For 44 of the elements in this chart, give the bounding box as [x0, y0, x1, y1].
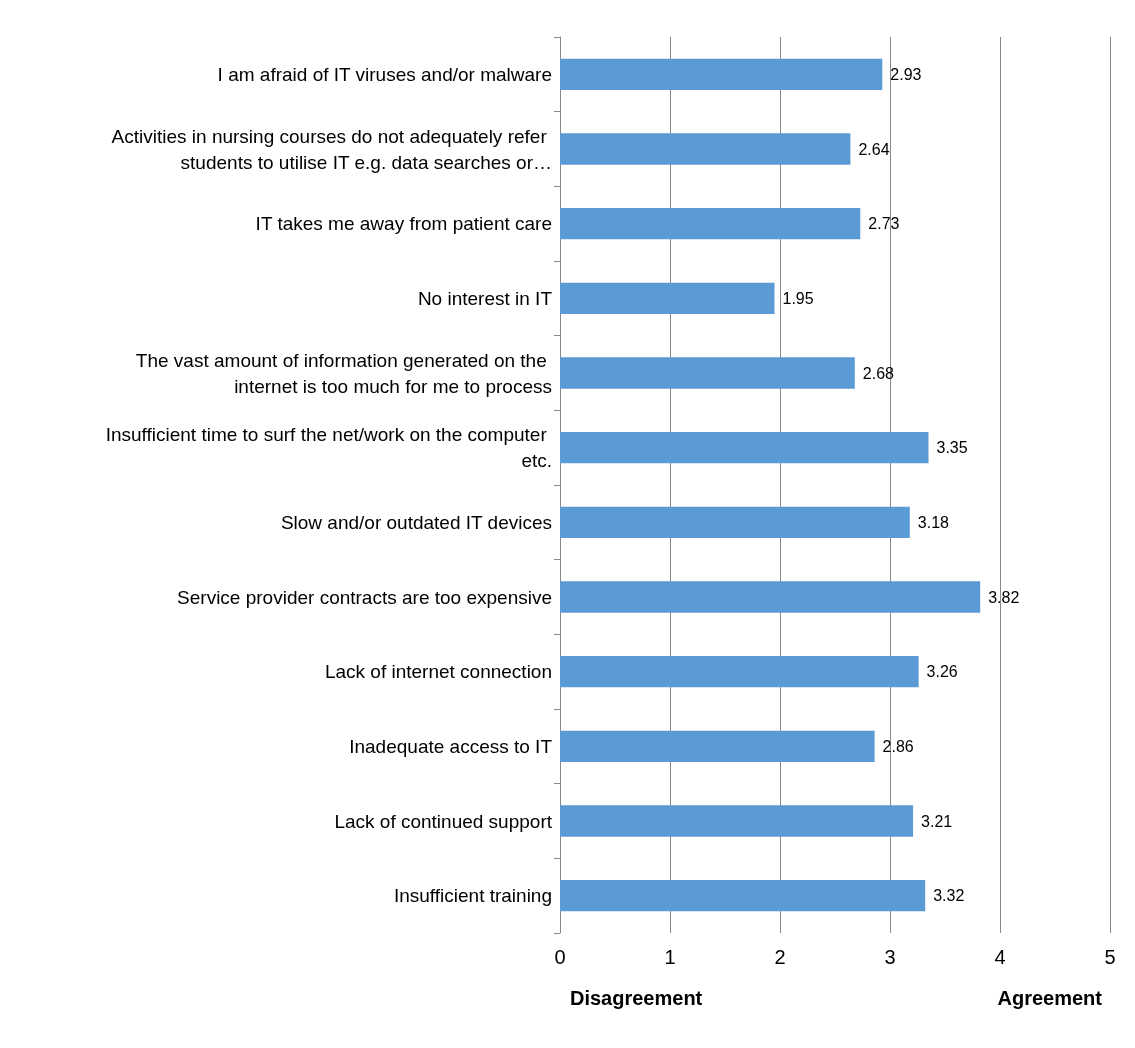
- x-tick-label: 3: [884, 946, 896, 968]
- y-tick-label: I am afraid of IT viruses and/or malware: [217, 63, 552, 85]
- y-tick-label: Service provider contracts are too expensive: [177, 586, 552, 608]
- y-tick-label: Activities in nursing courses do not adequately refer students to utilise IT e.g. data searches or…: [111, 125, 552, 173]
- bar: [560, 655, 919, 688]
- data-label: 3.35: [936, 439, 968, 457]
- x-tick-label: 4: [994, 946, 1006, 968]
- bar: [560, 133, 851, 165]
- y-tick-label: IT takes me away from patient care: [255, 213, 552, 235]
- data-label: 3.82: [988, 588, 1020, 606]
- bar: [560, 357, 855, 389]
- data-label: 2.68: [862, 364, 895, 382]
- x-tick-label: 1: [664, 946, 676, 968]
- data-label: 3.32: [933, 887, 965, 905]
- bar: [560, 207, 861, 240]
- bar: [560, 879, 926, 912]
- bar: [560, 58, 883, 91]
- data-label: 2.64: [858, 140, 890, 158]
- data-label: 2.86: [882, 737, 914, 755]
- y-tick-label: Slow and/or outdated IT devices: [280, 511, 552, 533]
- y-tick-label: The vast amount of information generated on the internet is too much for me to process: [135, 349, 552, 397]
- bar: [560, 730, 875, 763]
- text: Agreement: [997, 987, 1103, 1009]
- y-tick-label: Lack of internet connection: [324, 661, 552, 683]
- x-tick-label: 2: [774, 946, 786, 968]
- y-tick-label: Insufficient training: [393, 885, 552, 907]
- x-tick-label: 5: [1104, 946, 1116, 968]
- x-tick-label: 0: [554, 946, 566, 968]
- data-label: 1.95: [782, 289, 814, 307]
- y-tick-label: Lack of continued support: [334, 810, 553, 832]
- bar: [560, 506, 910, 539]
- bar: [560, 431, 929, 464]
- bar: [560, 805, 914, 837]
- y-tick-label: No interest in IT: [417, 287, 553, 309]
- y-tick-label: Insufficient time to surf the net/work on the computer etc.: [105, 424, 552, 472]
- data-label: 3.26: [926, 663, 958, 681]
- data-label: 3.18: [917, 513, 950, 531]
- data-label: 2.73: [868, 215, 900, 233]
- data-label: 3.21: [921, 812, 953, 830]
- text: Disagreement: [570, 987, 703, 1009]
- bar: [560, 581, 981, 613]
- bar: [560, 282, 775, 315]
- y-tick-label: Inadequate access to IT: [349, 735, 553, 757]
- data-label: 2.93: [890, 65, 922, 83]
